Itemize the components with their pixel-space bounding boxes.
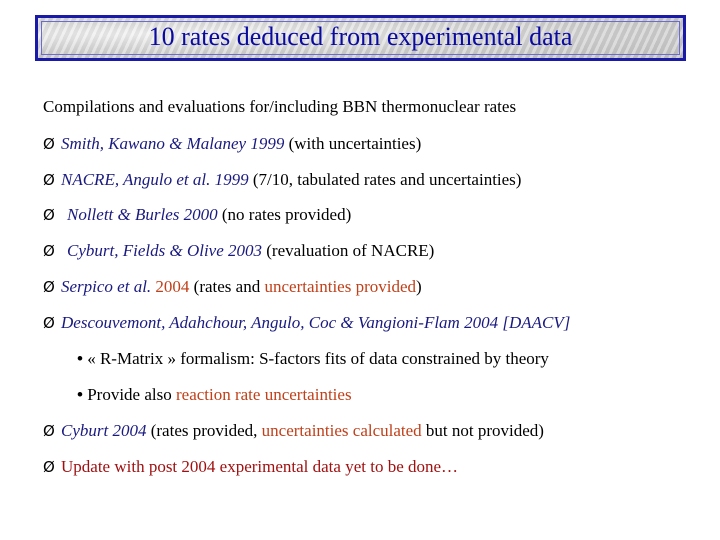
item-smith: Ø Smith, Kawano & Malaney 1999 (with unce… [43, 134, 421, 154]
arrow-bullet-icon: Ø [43, 314, 55, 332]
item-note: (revaluation of NACRE) [262, 241, 435, 260]
round-bullet-icon: • [77, 349, 83, 368]
subitem-text: « R-Matrix » formalism: S-factors fits o… [82, 349, 549, 368]
slide-title: 10 rates deduced from experimental data [148, 22, 573, 51]
item-authors: Cyburt 2004 [61, 421, 147, 440]
arrow-bullet-icon: Ø [43, 242, 55, 260]
round-bullet-icon: • [77, 385, 83, 404]
arrow-bullet-icon: Ø [43, 206, 55, 224]
item-update: Ø Update with post 2004 experimental data… [43, 457, 458, 477]
subitem-highlight: reaction rate uncertainties [175, 385, 352, 404]
subitem-rmatrix: • « R-Matrix » formalism: S-factors fits… [77, 349, 549, 369]
arrow-bullet-icon: Ø [43, 135, 55, 153]
item-serpico: Ø Serpico et al. 2004 (rates and uncertai… [43, 277, 422, 297]
item-nollett: Ø Nollett & Burles 2000 (no rates provide… [43, 205, 351, 225]
arrow-bullet-icon: Ø [43, 278, 55, 296]
item-authors: Descouvemont, Adahchour, Angulo, Coc & V… [61, 313, 571, 332]
item-authors: Cyburt, Fields & Olive 2003 [67, 241, 263, 260]
item-authors: Smith, Kawano & Malaney 1999 [61, 134, 285, 153]
item-authors: NACRE, Angulo et al. 1999 [61, 170, 249, 189]
item-year: 2004 [151, 277, 190, 296]
item-note: (rates and [189, 277, 265, 296]
intro-text: Compilations and evaluations for/includi… [43, 97, 517, 116]
item-cyburt2003: Ø Cyburt, Fields & Olive 2003 (revaluatio… [43, 241, 434, 261]
item-note: (7/10, tabulated rates and uncertainties… [248, 170, 522, 189]
title-box: 10 rates deduced from experimental data [35, 15, 686, 61]
item-note-highlight: uncertainties provided [264, 277, 417, 296]
item-note: (with uncertainties) [284, 134, 422, 153]
item-note: (rates provided, [146, 421, 262, 440]
item-note-end: but not provided) [421, 421, 544, 440]
item-descouvemont: Ø Descouvemont, Adahchour, Angulo, Coc & … [43, 313, 570, 333]
item-cyburt2004: Ø Cyburt 2004 (rates provided, uncertaint… [43, 421, 544, 441]
subitem-provide: • Provide also reaction rate uncertainti… [77, 385, 352, 405]
item-update-text: Update with post 2004 experimental data … [61, 457, 459, 476]
item-authors: Nollett & Burles 2000 [67, 205, 218, 224]
item-note-end: ) [416, 277, 422, 296]
item-note: (no rates provided) [217, 205, 352, 224]
item-nacre: Ø NACRE, Angulo et al. 1999 (7/10, tabula… [43, 170, 521, 190]
arrow-bullet-icon: Ø [43, 422, 55, 440]
item-authors: Serpico et al. [61, 277, 152, 296]
arrow-bullet-icon: Ø [43, 458, 55, 476]
item-note-highlight: uncertainties calculated [261, 421, 422, 440]
arrow-bullet-icon: Ø [43, 171, 55, 189]
intro-line: Compilations and evaluations for/includi… [43, 97, 516, 117]
subitem-text: Provide also [82, 385, 176, 404]
